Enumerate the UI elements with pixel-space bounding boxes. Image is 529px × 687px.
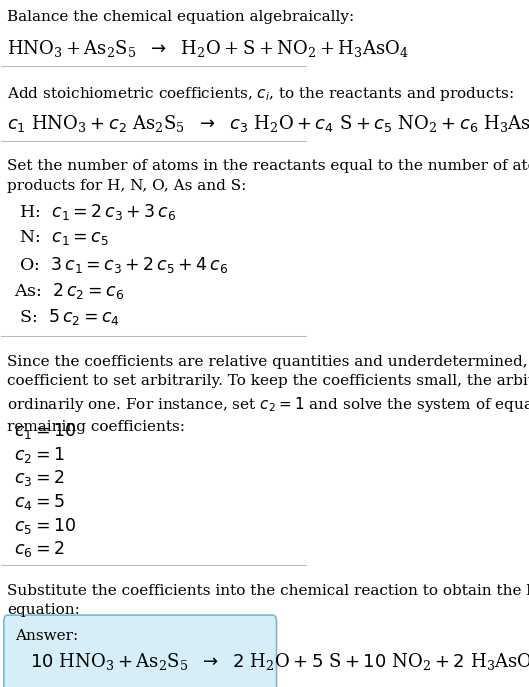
Text: Set the number of atoms in the reactants equal to the number of atoms in the
pro: Set the number of atoms in the reactants… [7,159,529,193]
Text: Answer:: Answer: [15,629,78,642]
Text: S:  $5\,c_2 = c_4$: S: $5\,c_2 = c_4$ [14,307,120,328]
Text: N:  $c_1 = c_5$: N: $c_1 = c_5$ [14,228,108,247]
Text: $c_1\ \mathregular{HNO_3} + c_2\ \mathregular{As_2S_5}$  $\rightarrow$  $c_3\ \m: $c_1\ \mathregular{HNO_3} + c_2\ \mathre… [7,113,529,134]
Text: Since the coefficients are relative quantities and underdetermined, choose a
coe: Since the coefficients are relative quan… [7,354,529,433]
Text: Substitute the coefficients into the chemical reaction to obtain the balanced
eq: Substitute the coefficients into the che… [7,584,529,617]
Text: $10\ \mathregular{HNO_3} + \mathregular{As_2S_5}$  $\rightarrow$  $2\ \mathregul: $10\ \mathregular{HNO_3} + \mathregular{… [30,651,529,672]
Text: $c_5 = 10$: $c_5 = 10$ [14,515,76,536]
Text: $c_2 = 1$: $c_2 = 1$ [14,444,64,464]
Text: O:  $3\,c_1 = c_3 + 2\,c_5 + 4\,c_6$: O: $3\,c_1 = c_3 + 2\,c_5 + 4\,c_6$ [14,255,228,275]
Text: As:  $2\,c_2 = c_6$: As: $2\,c_2 = c_6$ [14,281,124,301]
Text: Balance the chemical equation algebraically:: Balance the chemical equation algebraica… [7,10,355,24]
Text: $c_6 = 2$: $c_6 = 2$ [14,539,64,559]
FancyBboxPatch shape [4,615,277,687]
Text: $c_3 = 2$: $c_3 = 2$ [14,469,64,488]
Text: $\mathregular{HNO_3 + As_2S_5}$  $\rightarrow$  $\mathregular{H_2O + S + NO_2 + : $\mathregular{HNO_3 + As_2S_5}$ $\righta… [7,38,409,59]
Text: $c_4 = 5$: $c_4 = 5$ [14,492,64,512]
Text: $c_1 = 10$: $c_1 = 10$ [14,421,76,441]
Text: H:  $c_1 = 2\,c_3 + 3\,c_6$: H: $c_1 = 2\,c_3 + 3\,c_6$ [14,202,176,222]
Text: Add stoichiometric coefficients, $c_i$, to the reactants and products:: Add stoichiometric coefficients, $c_i$, … [7,85,514,102]
